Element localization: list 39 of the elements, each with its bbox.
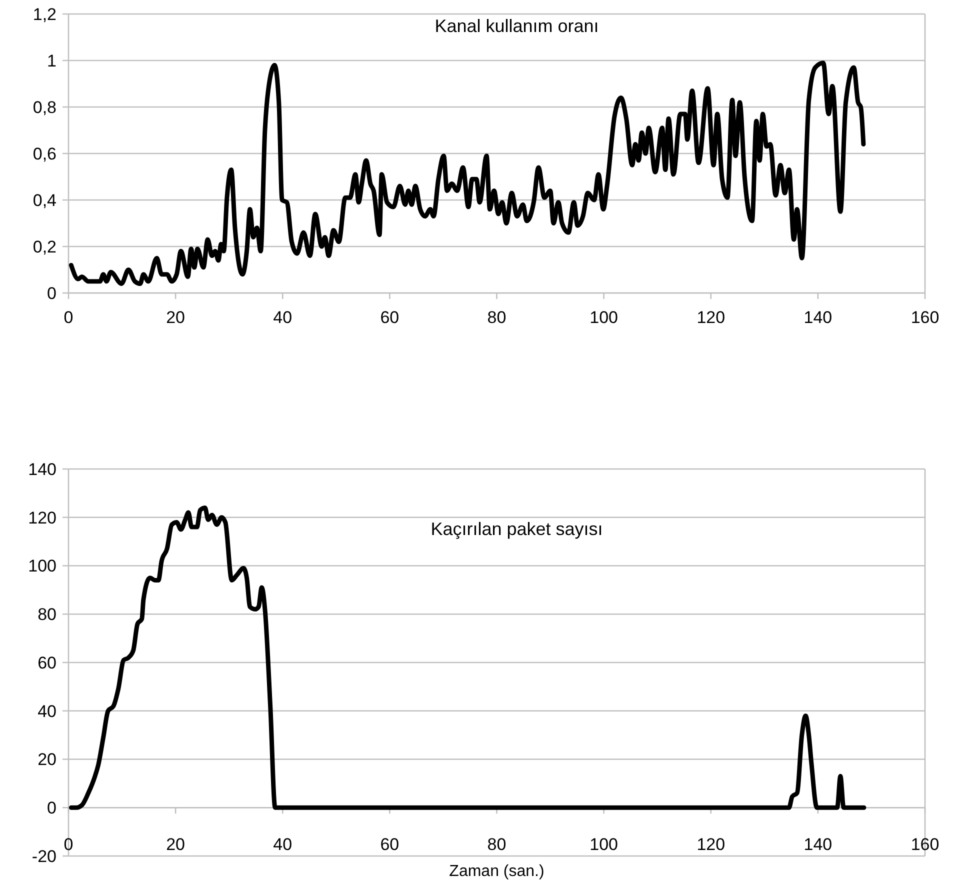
y-tick-label: 0,8 bbox=[32, 98, 56, 117]
y-tick-label: 60 bbox=[38, 653, 56, 672]
x-tick-label: 80 bbox=[487, 835, 506, 854]
x-tick-label: 160 bbox=[910, 835, 940, 854]
x-tick-label: 20 bbox=[166, 308, 186, 327]
y-tick-label: 100 bbox=[28, 556, 56, 576]
x-tick-label: 40 bbox=[273, 835, 292, 854]
y-tick-label: 140 bbox=[28, 460, 56, 479]
y-tick-label: 1,2 bbox=[32, 4, 56, 24]
chart-title: Kanal kullanım oranı bbox=[434, 16, 599, 36]
x-tick-label: 120 bbox=[696, 308, 726, 327]
x-tick-label: 0 bbox=[64, 308, 74, 327]
y-tick-label: 120 bbox=[28, 508, 56, 528]
x-tick-label: 120 bbox=[696, 835, 726, 854]
x-tick-label: 160 bbox=[910, 308, 940, 327]
y-tick-label: 80 bbox=[38, 605, 56, 624]
x-tick-label: 100 bbox=[590, 308, 618, 327]
y-tick-label: 40 bbox=[38, 702, 56, 721]
y-tick-label: 0,2 bbox=[32, 237, 56, 256]
x-tick-label: 140 bbox=[804, 308, 832, 327]
x-tick-label: 100 bbox=[590, 835, 618, 854]
x-tick-label: 60 bbox=[380, 835, 400, 854]
y-tick-label: -20 bbox=[32, 846, 56, 866]
x-tick-label: 20 bbox=[166, 835, 186, 854]
x-axis-title: Zaman (san.) bbox=[449, 863, 544, 880]
y-tick-label: 0 bbox=[47, 798, 56, 818]
line-series bbox=[68, 505, 866, 810]
y-tick-label: 0 bbox=[47, 284, 56, 303]
y-tick-label: 0,4 bbox=[32, 190, 56, 210]
text: Kaçırılan paket sayısı bbox=[430, 519, 603, 539]
y-tick-label: 1 bbox=[47, 51, 56, 70]
x-tick-label: 80 bbox=[487, 308, 506, 327]
x-tick-label: 40 bbox=[273, 308, 292, 327]
y-tick-label: 20 bbox=[38, 750, 56, 770]
line-series bbox=[68, 60, 866, 286]
x-tick-label: 0 bbox=[64, 835, 74, 854]
y-tick-label: 0,6 bbox=[32, 144, 56, 164]
x-tick-label: 140 bbox=[804, 835, 832, 854]
x-tick-label: 60 bbox=[380, 308, 400, 327]
